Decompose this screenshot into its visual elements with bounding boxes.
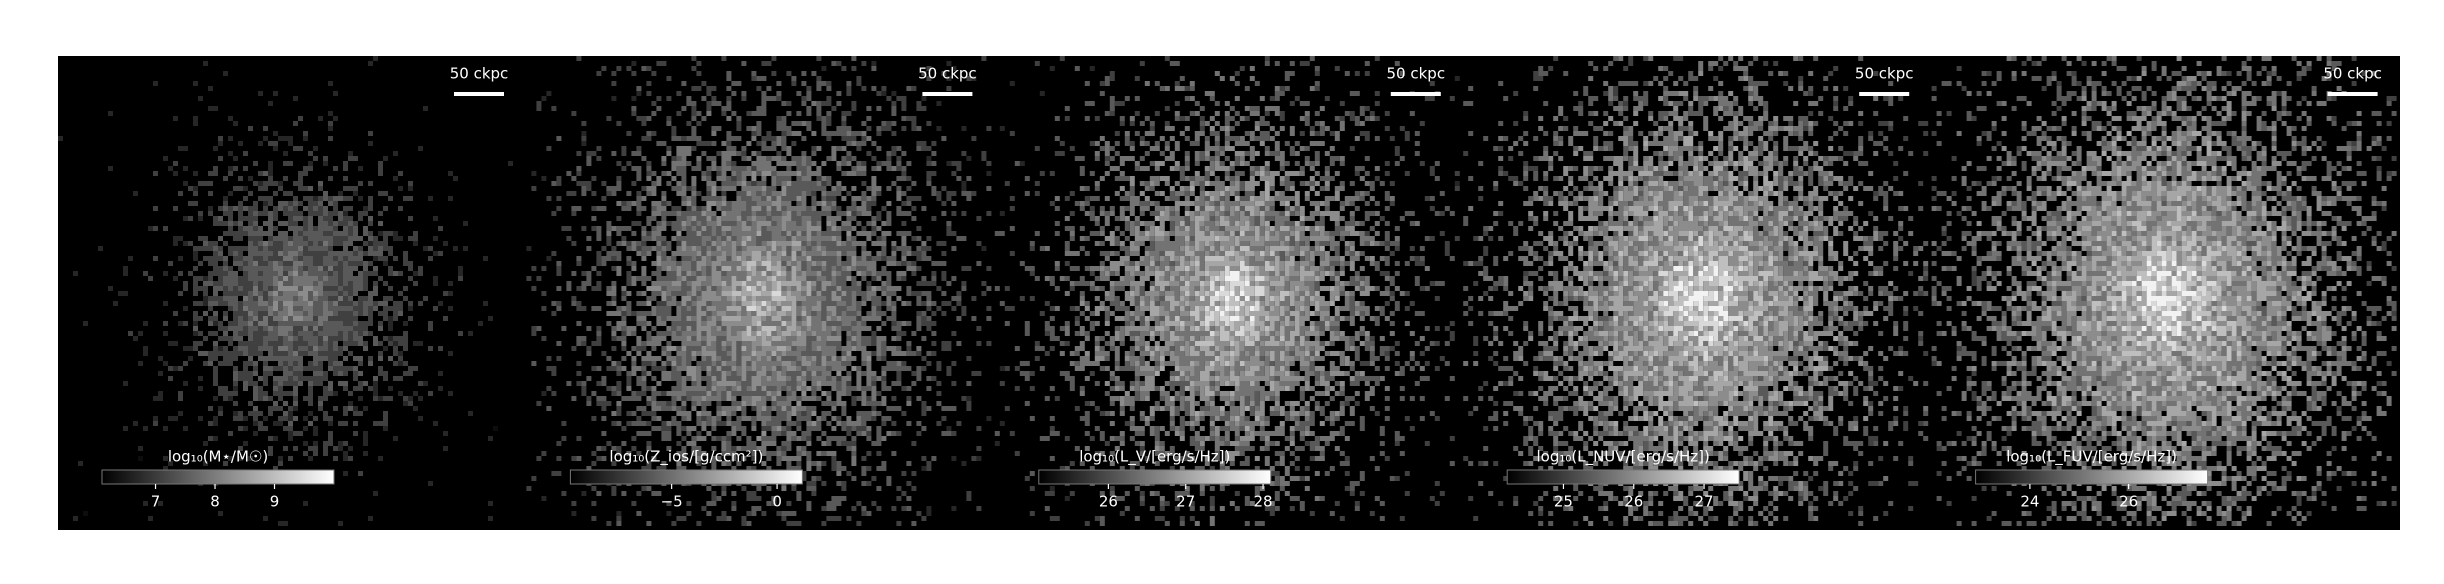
colorbar-tick-label: 26 xyxy=(1099,493,1118,511)
pixel-map xyxy=(243,241,343,356)
scalebar-label: 50 ckpc xyxy=(1387,65,1446,83)
pixel-map xyxy=(1463,56,1929,526)
scalebar-label: 50 ckpc xyxy=(450,65,509,83)
pixel-map xyxy=(1931,56,2397,526)
pixel-map xyxy=(1044,66,1430,526)
pixel-map xyxy=(1518,71,1894,511)
colorbar-tick-label: 27 xyxy=(1695,493,1714,511)
pixel-map xyxy=(1613,201,1779,406)
pixel-map xyxy=(1129,171,1340,431)
colorbar-tick-label: 9 xyxy=(270,493,280,511)
colorbar xyxy=(1038,469,1272,485)
colorbar-tick-label: 24 xyxy=(2020,493,2039,511)
pixel-map xyxy=(1199,261,1265,336)
colorbar xyxy=(569,469,803,485)
colorbar xyxy=(1975,469,2209,485)
pixel-map xyxy=(606,101,932,491)
colorbar-label: log₁₀(L_FUV/[erg/s/Hz]) xyxy=(2006,448,2177,467)
pixel-map xyxy=(526,56,992,526)
pixel-map xyxy=(1214,271,1255,321)
pixel-map xyxy=(1931,56,2397,526)
colorbar-tick-label: 26 xyxy=(1624,493,1643,511)
pixel-map xyxy=(2076,186,2252,401)
pixel-map xyxy=(128,116,463,476)
pixel-map xyxy=(1174,231,1290,366)
pixel-map xyxy=(1663,266,1734,341)
colorbar-label: log₁₀(M⋆/M☉) xyxy=(168,448,268,466)
colorbar xyxy=(1506,469,1740,485)
colorbar-tick-label: 8 xyxy=(210,493,220,511)
colorbar-tick-label: 26 xyxy=(2119,493,2138,511)
scalebar-label: 50 ckpc xyxy=(2323,65,2382,83)
pixel-map xyxy=(731,261,792,336)
colorbar-tick-label: −5 xyxy=(661,493,683,511)
colorbar-tick-label: 25 xyxy=(1554,493,1573,511)
scalebar-label: 50 ckpc xyxy=(918,65,977,83)
colorbar-tick-label: 0 xyxy=(772,493,782,511)
colorbar-label: log₁₀(L_NUV/[erg/s/Hz]) xyxy=(1536,448,1709,467)
colorbar-label: log₁₀(L_V/[erg/s/Hz]) xyxy=(1079,448,1230,467)
colorbar-label: log₁₀(Z_ios/[g/ccm²]) xyxy=(609,448,763,467)
pixel-map xyxy=(1079,126,1375,461)
pixel-map xyxy=(531,56,992,526)
scalebar-label: 50 ckpc xyxy=(1855,65,1914,83)
pixel-map xyxy=(2131,261,2202,341)
colorbar-tick-label: 7 xyxy=(151,493,161,511)
pixel-map xyxy=(746,286,782,311)
pixel-map xyxy=(1961,56,2362,521)
pixel-map xyxy=(1463,56,1929,526)
pixel-map xyxy=(721,231,812,356)
colorbar-tick-label: 27 xyxy=(1176,493,1195,511)
colorbar xyxy=(101,469,335,485)
pixel-map xyxy=(2111,241,2227,351)
colorbar-tick-label: 28 xyxy=(1254,493,1273,511)
